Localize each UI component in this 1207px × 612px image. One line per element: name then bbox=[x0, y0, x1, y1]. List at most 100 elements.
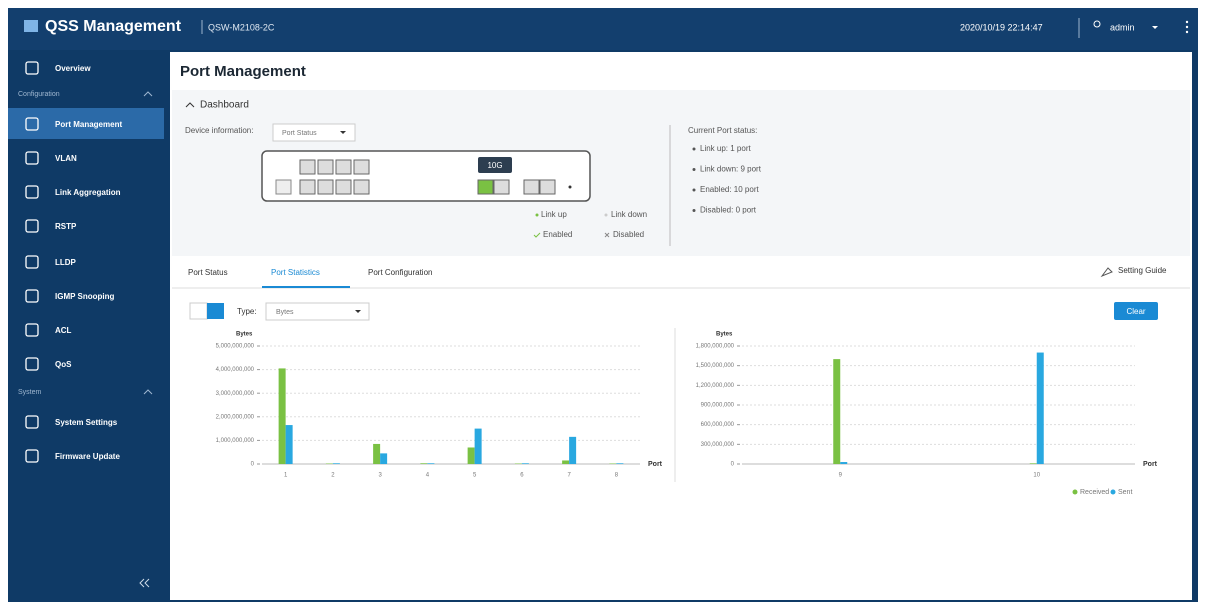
section-caret bbox=[143, 91, 153, 97]
device-info-select[interactable] bbox=[272, 123, 356, 142]
port bbox=[353, 179, 370, 195]
bullet bbox=[692, 168, 696, 171]
select-caret bbox=[355, 310, 361, 313]
tab[interactable]: Port Status bbox=[188, 268, 228, 277]
port bbox=[493, 179, 510, 195]
y-tick-label: 5,000,000,000 bbox=[216, 344, 255, 350]
bar bbox=[285, 425, 293, 464]
nav-icon bbox=[25, 117, 39, 131]
list-view-button[interactable] bbox=[189, 302, 208, 320]
x-tick-label: 8 bbox=[615, 473, 619, 479]
y-tick-label: 4,000,000,000 bbox=[216, 367, 255, 373]
bar bbox=[840, 462, 848, 464]
port bbox=[353, 159, 370, 175]
port bbox=[539, 179, 556, 195]
nav-item[interactable]: Port Management bbox=[55, 120, 122, 129]
top-bar bbox=[8, 8, 1198, 50]
chart-view-button[interactable] bbox=[207, 303, 224, 319]
x-tick-label: 6 bbox=[520, 473, 524, 479]
sidebar bbox=[8, 50, 164, 602]
bar bbox=[420, 463, 428, 464]
bar bbox=[278, 368, 286, 464]
status-item: Link down: 9 port bbox=[700, 165, 762, 174]
clear-button[interactable] bbox=[1114, 302, 1158, 320]
port-dot bbox=[568, 185, 572, 189]
guide-icon bbox=[1100, 267, 1113, 278]
x-tick-label: 3 bbox=[378, 473, 382, 479]
nav-section: System bbox=[18, 389, 42, 396]
bar bbox=[833, 359, 841, 464]
bar bbox=[1029, 463, 1037, 464]
bar bbox=[332, 463, 340, 464]
setting-guide[interactable]: Setting Guide bbox=[1118, 266, 1167, 275]
port bbox=[335, 179, 352, 195]
nav-icon bbox=[25, 185, 39, 199]
legend-link-up: Link up bbox=[541, 210, 567, 219]
page-title: Port Management bbox=[180, 63, 306, 80]
legend-check bbox=[533, 232, 541, 238]
legend-disabled: Disabled bbox=[613, 230, 644, 239]
tab[interactable]: Port Configuration bbox=[368, 268, 432, 277]
nav-item[interactable]: Firmware Update bbox=[55, 452, 120, 461]
menu-dot bbox=[1185, 30, 1189, 34]
y-tick-label: 900,000,000 bbox=[701, 403, 735, 409]
type-label: Type: bbox=[237, 307, 257, 316]
select-caret bbox=[340, 131, 346, 134]
bar bbox=[427, 463, 435, 464]
y-tick-label: 1,000,000,000 bbox=[216, 438, 255, 444]
nav-item[interactable]: RSTP bbox=[55, 222, 77, 231]
model: QSW-M2108-2C bbox=[208, 22, 275, 32]
bar bbox=[373, 443, 381, 464]
bar bbox=[380, 453, 388, 464]
menu-dot[interactable] bbox=[1185, 20, 1189, 24]
x-axis-label: Port bbox=[648, 461, 663, 468]
legend-label: Sent bbox=[1118, 489, 1132, 496]
tab[interactable]: Port Statistics bbox=[271, 268, 320, 277]
nav-item[interactable]: LLDP bbox=[55, 258, 77, 267]
y-tick-label: 0 bbox=[731, 462, 735, 468]
nav-item[interactable]: System Settings bbox=[55, 418, 118, 427]
collapse-button[interactable] bbox=[139, 578, 150, 588]
legend-enabled: Enabled bbox=[543, 230, 572, 239]
port bbox=[317, 159, 334, 175]
menu-dot bbox=[1185, 25, 1189, 29]
port bbox=[523, 179, 540, 195]
nav-icon bbox=[25, 151, 39, 165]
user-caret bbox=[1152, 26, 1158, 29]
port bbox=[299, 179, 316, 195]
nav-item[interactable]: QoS bbox=[55, 360, 72, 369]
x-tick-label: 7 bbox=[567, 473, 571, 479]
bar bbox=[1036, 352, 1044, 464]
port bbox=[275, 179, 292, 195]
section-caret bbox=[143, 389, 153, 395]
port-group bbox=[275, 159, 572, 195]
legend-dot bbox=[535, 213, 539, 217]
legend-swatch bbox=[1110, 489, 1116, 495]
collapse-caret[interactable] bbox=[185, 102, 195, 108]
nav-item[interactable]: Link Aggregation bbox=[55, 188, 121, 197]
nav-section: Configuration bbox=[18, 91, 60, 98]
status-item: Enabled: 10 port bbox=[700, 185, 759, 194]
dashboard-title: Dashboard bbox=[200, 100, 249, 111]
nav-icon bbox=[25, 289, 39, 303]
nav-icon bbox=[25, 255, 39, 269]
y-tick-label: 1,500,000,000 bbox=[696, 363, 735, 369]
type-value: Bytes bbox=[276, 309, 294, 316]
nav-item[interactable]: Overview bbox=[55, 64, 91, 73]
status-title: Current Port status: bbox=[688, 126, 757, 135]
nav-item[interactable]: IGMP Snooping bbox=[55, 292, 115, 301]
type-select[interactable] bbox=[265, 302, 370, 321]
nav-item[interactable]: ACL bbox=[55, 326, 72, 335]
nav-item[interactable]: VLAN bbox=[55, 154, 77, 163]
y-tick-label: 2,000,000,000 bbox=[216, 414, 255, 420]
legend-swatch bbox=[1072, 489, 1078, 495]
y-axis-label: Bytes bbox=[236, 332, 253, 338]
status-item: Disabled: 0 port bbox=[700, 206, 757, 215]
port bbox=[317, 179, 334, 195]
user[interactable]: admin bbox=[1110, 22, 1135, 32]
legend-link-down: Link down bbox=[611, 210, 647, 219]
nav-icon bbox=[25, 415, 39, 429]
y-tick-label: 1,800,000,000 bbox=[696, 344, 735, 350]
nav-active bbox=[8, 108, 164, 139]
